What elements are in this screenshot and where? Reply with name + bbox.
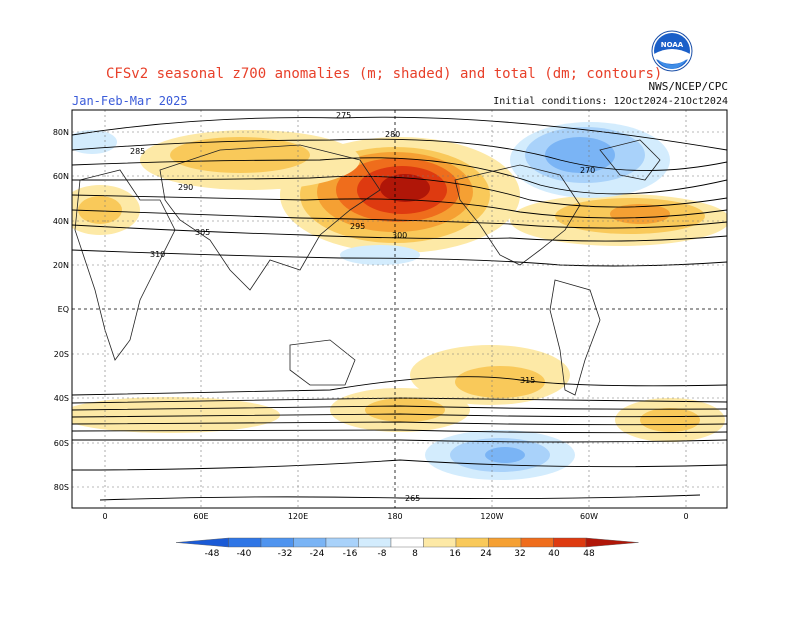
colorbar-tick: -8 [378,549,387,559]
colorbar-tick: 16 [449,549,461,559]
colorbar-cell [228,537,262,548]
colorbar-tick: -48 [205,549,220,559]
colorbar-tick: -16 [343,549,358,559]
contour-label: 295 [350,222,365,231]
contour-label: 300 [392,231,407,240]
colorbar-cell [390,537,424,548]
longitude-labels: 0 60E 120E 180 120W 60W 0 [102,512,688,521]
noaa-logo-icon: NOAA [651,30,693,72]
lon-label: 0 [102,512,107,521]
colorbar-cell [553,537,587,548]
lon-label: 120W [480,512,503,521]
map-title: CFSv2 seasonal z700 anomalies (m; shaded… [106,66,663,82]
contour-label: 275 [336,111,351,120]
lat-label: 60N [53,172,69,181]
contour-label: 285 [130,147,145,156]
lat-label: 20S [54,350,69,359]
colorbar-tick: 48 [583,549,595,559]
colorbar-tick: 8 [412,549,418,559]
agency-label: NWS/NCEP/CPC [648,80,728,93]
lat-label: EQ [58,305,69,314]
contour-label: 305 [195,228,210,237]
lat-label: 80N [53,128,69,137]
lon-label: 0 [683,512,688,521]
colorbar-cell [293,537,327,548]
colorbar-tick: -40 [237,549,252,559]
lat-label: 80S [54,483,69,492]
lat-label: 60S [54,439,69,448]
colorbar-cell [488,537,522,548]
contour-label: 290 [178,183,193,192]
contour-label: 280 [385,130,400,139]
lon-label: 180 [387,512,402,521]
lon-label: 60E [193,512,208,521]
contour-label: 315 [520,376,535,385]
colorbar-cell [585,537,639,548]
colorbar-tick: 24 [480,549,492,559]
lon-label: 60W [580,512,598,521]
latitude-labels: 80N 60N 40N 20N EQ 20S 40S 60S 80S [53,128,69,492]
logo-text: NOAA [661,41,684,49]
contour-label: 310 [150,250,165,259]
colorbar-cell [520,537,554,548]
colorbar-cell [260,537,294,548]
colorbar-tick: 32 [514,549,525,559]
colorbar-cell [423,537,457,548]
lon-label: 120E [288,512,308,521]
initial-conditions-label: Initial conditions: 12Oct2024-21Oct2024 [493,96,728,107]
contour-label: 270 [580,166,595,175]
contour-label: 265 [405,494,420,503]
colorbar-cell [325,537,359,548]
colorbar-cells [175,537,639,548]
colorbar-cell [175,537,229,548]
season-label: Jan-Feb-Mar 2025 [72,94,188,108]
colorbar-cell [358,537,392,548]
contour-labels: 275 280 285 290 295 300 305 310 270 315 … [130,111,595,503]
lat-label: 20N [53,261,69,270]
colorbar-ticks: -48 -40 -32 -24 -16 -8 8 16 24 32 40 48 [205,549,595,559]
lat-label: 40N [53,217,69,226]
anomaly-shading [72,110,727,508]
lat-label: 40S [54,394,69,403]
colorbar-tick: -24 [310,549,325,559]
colorbar-tick: 40 [548,549,560,559]
colorbar-tick: -32 [278,549,293,559]
colorbar-cell [455,537,489,548]
